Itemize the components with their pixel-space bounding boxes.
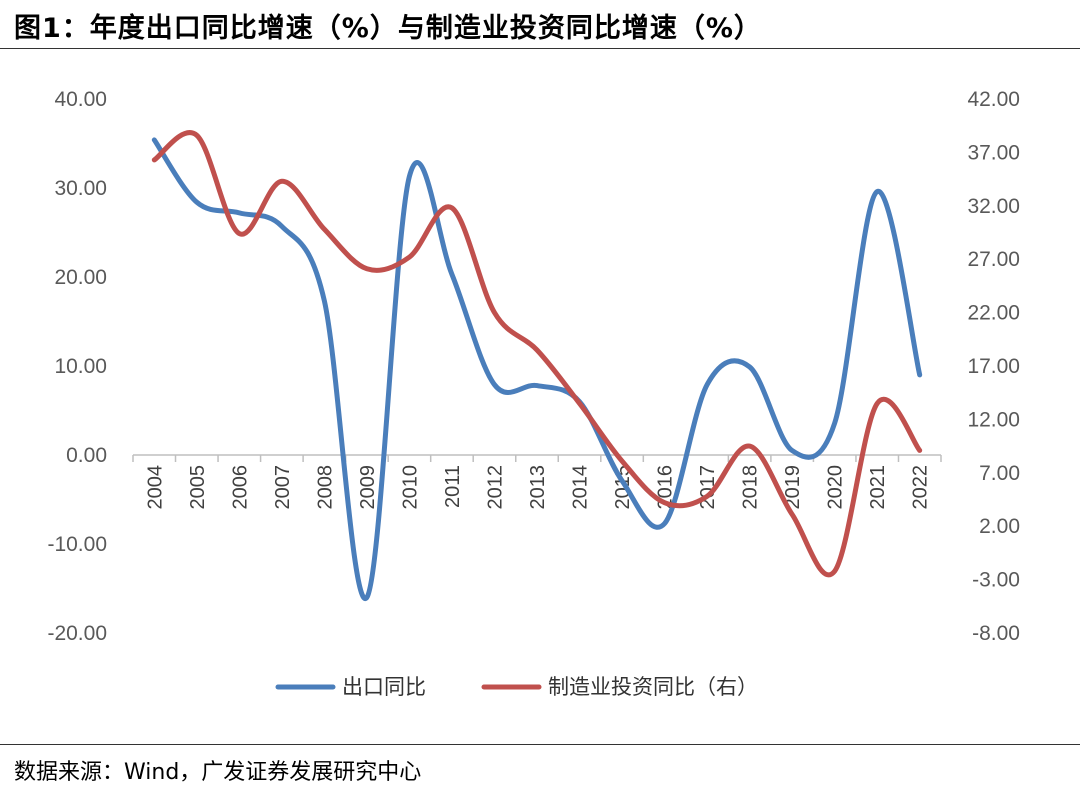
investment-point-2004 — [152, 157, 157, 162]
y-right-tick-label: 42.00 — [967, 88, 1020, 111]
export-point-2005 — [194, 200, 199, 205]
export-point-2021 — [875, 189, 880, 194]
y-right-tick-label: 2.00 — [979, 515, 1020, 538]
export-point-2004 — [152, 137, 157, 142]
export-point-2019 — [790, 448, 795, 453]
y-right-tick-label: 37.00 — [967, 141, 1020, 164]
export-point-2015 — [620, 478, 625, 483]
x-tick-label: 2004 — [144, 465, 166, 510]
y-right-tick-label: 27.00 — [967, 248, 1020, 271]
y-right-tick-label: 22.00 — [967, 302, 1020, 325]
series-layer — [151, 130, 923, 601]
export-point-2011 — [449, 272, 454, 277]
legend: 出口同比 制造业投资同比（右） — [275, 675, 758, 699]
investment-point-2022 — [917, 448, 922, 453]
x-tick-label: 2005 — [187, 465, 209, 510]
x-tick-label: 2019 — [782, 465, 804, 510]
y-right-tick-label: 7.00 — [979, 462, 1020, 485]
export-point-2006 — [237, 210, 242, 215]
investment-point-2011 — [449, 205, 454, 210]
investment-point-2019 — [790, 512, 795, 517]
investment-point-2018 — [747, 444, 752, 449]
investment-point-2007 — [279, 179, 284, 184]
export-point-2013 — [535, 383, 540, 388]
source-note: 数据来源：Wind，广发证券发展研究中心 — [14, 760, 422, 785]
investment-point-2017 — [705, 494, 710, 499]
x-tick-label: 2010 — [399, 465, 421, 510]
x-tick-label: 2013 — [527, 465, 549, 510]
investment-point-2006 — [237, 231, 242, 236]
x-tick-label: 2014 — [570, 465, 592, 510]
y-left-tick-label: 40.00 — [54, 88, 107, 111]
y-axis-right: 42.00 37.00 32.00 27.00 22.00 17.00 12.00 7.00 2… — [967, 88, 1020, 645]
y-axis-left: 40.00 30.00 20.00 10.00 0.00 -10.00 -20.00 — [47, 88, 107, 645]
source-divider — [0, 744, 1080, 745]
export-point-2017 — [705, 382, 710, 387]
figure-title: 图1：年度出口同比增速（%）与制造业投资同比增速（%） — [14, 13, 762, 44]
y-left-tick-label: -20.00 — [47, 622, 107, 645]
x-tick-label: 2018 — [740, 465, 762, 510]
export-point-2018 — [747, 364, 752, 369]
export-point-2012 — [492, 382, 497, 387]
x-tick-label: 2008 — [314, 465, 336, 510]
y-right-tick-label: -3.00 — [972, 569, 1020, 592]
investment-point-2014 — [577, 401, 582, 406]
y-left-tick-label: 0.00 — [66, 444, 107, 467]
x-tick-label: 2020 — [825, 465, 847, 510]
x-axis: 2004 2005 2006 2007 2008 2009 2010 2011 2012 2013… — [132, 455, 942, 510]
y-left-tick-label: -10.00 — [47, 533, 107, 556]
y-right-tick-label: -8.00 — [972, 622, 1020, 645]
legend-label-investment: 制造业投资同比（右） — [548, 675, 758, 699]
x-tick-label: 2012 — [484, 465, 506, 510]
legend-label-export: 出口同比 — [342, 675, 426, 699]
export-point-2009 — [364, 595, 369, 600]
investment-point-2005 — [194, 133, 199, 138]
investment-point-2015 — [620, 459, 625, 464]
x-tick-label: 2006 — [229, 465, 251, 510]
y-right-tick-label: 17.00 — [967, 355, 1020, 378]
investment-point-2016 — [662, 500, 667, 505]
export-point-2020 — [832, 420, 837, 425]
investment-point-2013 — [535, 347, 540, 352]
y-left-tick-label: 20.00 — [54, 266, 107, 289]
x-tick-label: 2007 — [272, 465, 294, 510]
export-point-2016 — [662, 521, 667, 526]
x-tick-label: 2021 — [867, 465, 889, 510]
x-tick-label: 2011 — [442, 465, 464, 508]
investment-point-2009 — [364, 266, 369, 271]
x-tick-label: 2022 — [910, 465, 932, 510]
y-right-tick-label: 12.00 — [967, 408, 1020, 431]
investment-point-2008 — [322, 227, 327, 232]
series-line-manufacturing-investment — [151, 130, 923, 578]
x-tick-label: 2009 — [357, 465, 379, 510]
export-point-2007 — [279, 224, 284, 229]
y-right-tick-label: 32.00 — [967, 195, 1020, 218]
title-divider — [0, 48, 1080, 49]
investment-point-2010 — [407, 255, 412, 260]
investment-point-2021 — [875, 401, 880, 406]
investment-point-2012 — [492, 310, 497, 315]
investment-point-2020 — [832, 569, 837, 574]
y-left-tick-label: 30.00 — [54, 177, 107, 200]
line-chart: 40.00 30.00 20.00 10.00 0.00 -10.00 -20.00 42.… — [47, 88, 1020, 699]
export-point-2010 — [407, 174, 412, 179]
y-left-tick-label: 10.00 — [54, 355, 107, 378]
export-point-2008 — [322, 299, 327, 304]
series-line-export — [151, 137, 923, 601]
export-point-2022 — [917, 372, 922, 377]
